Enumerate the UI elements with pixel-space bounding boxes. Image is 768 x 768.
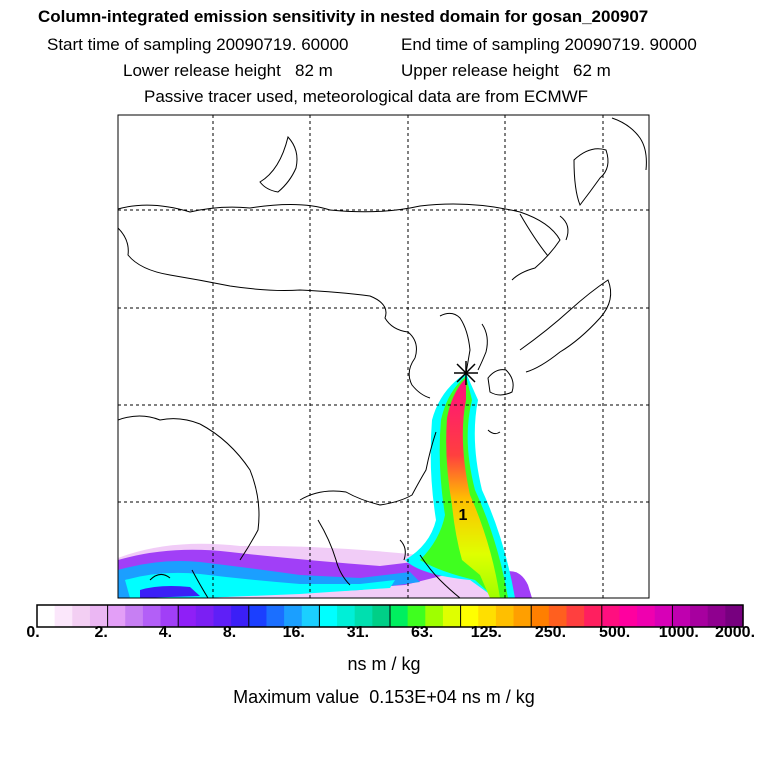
- tracer-label: Passive tracer used, meteorological data…: [144, 87, 589, 106]
- colorbar-swatch: [531, 605, 550, 627]
- colorbar-swatch: [619, 605, 638, 627]
- southern-band-core: [140, 586, 200, 598]
- colorbar-tick-label: 500.: [599, 624, 631, 641]
- colorbar-swatch: [284, 605, 303, 627]
- colorbar-swatch: [125, 605, 144, 627]
- colorbar-tick-label: 2.: [94, 624, 108, 641]
- colorbar: [37, 605, 744, 627]
- colorbar-swatch: [37, 605, 56, 627]
- colorbar-swatch: [548, 605, 568, 627]
- plume-core: [446, 378, 500, 598]
- end-time-label: End time of sampling 20090719. 90000: [401, 35, 697, 54]
- max-value-text: Maximum value 0.153E+04 ns m / kg: [233, 687, 535, 707]
- colorbar-swatch: [566, 605, 585, 627]
- colorbar-tick-label: 0.: [26, 624, 40, 641]
- colorbar-swatch: [442, 605, 462, 627]
- colorbar-swatch: [178, 605, 197, 627]
- graticule: [118, 115, 649, 598]
- colorbar-swatch: [407, 605, 426, 627]
- release-point-marker: [454, 361, 478, 385]
- colorbar-swatch: [319, 605, 338, 627]
- colorbar-swatch: [513, 605, 532, 627]
- colorbar-unit: ns m / kg: [347, 654, 421, 674]
- colorbar-swatch: [390, 605, 409, 627]
- colorbar-swatch: [460, 605, 479, 627]
- colorbar-swatch: [425, 605, 444, 627]
- coastlines: [118, 117, 647, 598]
- colorbar-tick-label: 16.: [282, 624, 305, 641]
- colorbar-swatch: [725, 605, 744, 627]
- colorbar-swatch: [301, 605, 320, 627]
- colorbar-swatch: [654, 605, 673, 627]
- colorbar-swatch: [160, 605, 179, 627]
- colorbar-swatch: [213, 605, 232, 627]
- colorbar-frame: [36, 604, 744, 628]
- colorbar-tick-label: 125.: [470, 624, 502, 641]
- colorbar-tick-label: 31.: [346, 624, 370, 641]
- chart-title: Column-integrated emission sensitivity i…: [38, 7, 649, 26]
- colorbar-swatch: [231, 605, 250, 627]
- colorbar-swatch: [601, 605, 621, 627]
- colorbar-tick-label: 250.: [534, 624, 567, 641]
- colorbar-swatch: [354, 605, 373, 627]
- colorbar-swatch: [266, 605, 285, 627]
- start-time-label: Start time of sampling 20090719. 60000: [47, 35, 349, 54]
- colorbar-swatch: [72, 605, 91, 627]
- colorbar-swatch: [584, 605, 603, 627]
- colorbar-tick-label: 1000.: [658, 624, 699, 641]
- colorbar-swatch: [195, 605, 215, 627]
- colorbar-swatch: [637, 605, 656, 627]
- colorbar-tick-label: 63.: [410, 624, 434, 641]
- map-content: 1: [118, 115, 649, 598]
- colorbar-swatch: [707, 605, 726, 627]
- map-frame: [117, 114, 650, 599]
- colorbar-swatch: [337, 605, 356, 627]
- colorbar-tick-label: 2000.: [714, 624, 756, 641]
- colorbar-swatch: [672, 605, 691, 627]
- colorbar-swatch: [372, 605, 391, 627]
- plume-label: 1: [459, 507, 468, 524]
- colorbar-swatch: [495, 605, 515, 627]
- colorbar-swatch: [107, 605, 126, 627]
- colorbar-tick-label: 8.: [222, 624, 237, 641]
- colorbar-swatch: [690, 605, 709, 627]
- colorbar-swatch: [142, 605, 162, 627]
- colorbar-swatch: [54, 605, 73, 627]
- upper-release-label: Upper release height 62 m: [401, 61, 611, 80]
- colorbar-tick-label: 4.: [158, 624, 173, 641]
- lower-release-label: Lower release height 82 m: [123, 61, 333, 80]
- colorbar-swatch: [248, 605, 268, 627]
- colorbar-swatch: [89, 605, 109, 627]
- colorbar-swatch: [478, 605, 497, 627]
